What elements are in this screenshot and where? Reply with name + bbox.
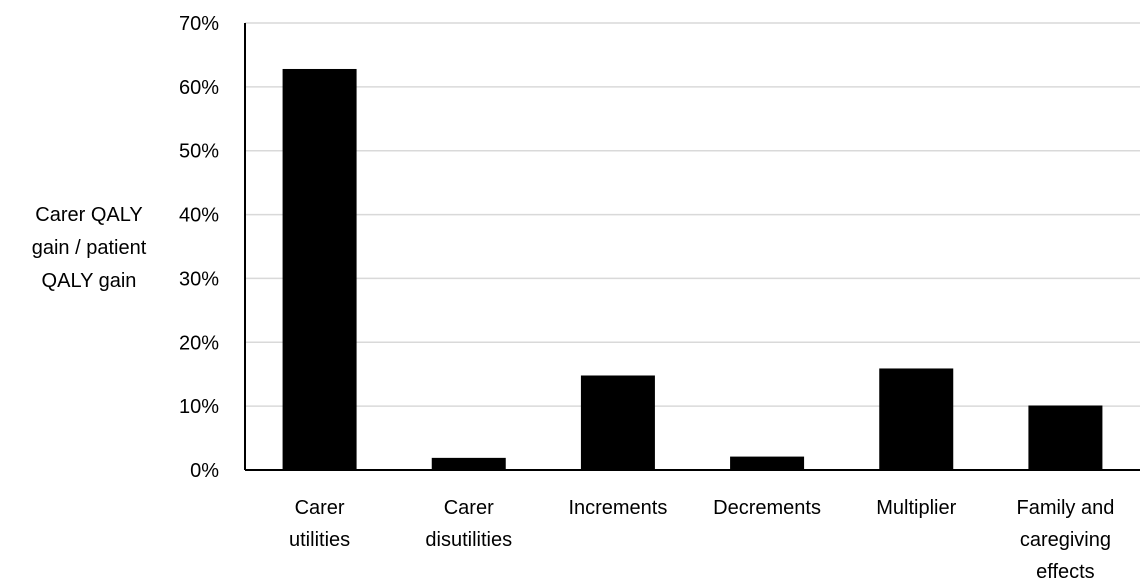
x-tick-label: Multiplier (876, 497, 956, 519)
x-tick-label: effects (1036, 561, 1095, 583)
x-tick-label: Carer (444, 497, 494, 519)
bar-1 (431, 457, 506, 470)
axes (244, 23, 1140, 471)
bar-2 (580, 375, 655, 470)
y-axis-title-line-3: QALY gain (42, 270, 137, 292)
y-axis-title-line-1: Carer QALY (35, 204, 142, 226)
y-tick-label: 30% (179, 268, 219, 290)
y-axis-ticks: 0% 10% 20% 30% 40% 50% 60% 70% (179, 13, 219, 482)
y-tick-label: 20% (179, 332, 219, 354)
x-axis-ticks: Carer utilities Carer disutilities Increment… (289, 497, 1114, 583)
bar-0 (282, 68, 357, 470)
x-tick-label: Decrements (713, 497, 821, 519)
y-axis-title-line-2: gain / patient (32, 237, 147, 259)
y-tick-label: 40% (179, 205, 219, 227)
x-tick-label: caregiving (1020, 529, 1111, 551)
x-tick-label: Carer (295, 497, 345, 519)
bar-5 (1028, 405, 1103, 470)
x-tick-label: utilities (289, 529, 350, 551)
y-tick-label: 0% (190, 460, 219, 482)
y-axis-title: Carer QALY gain / patient QALY gain (32, 204, 147, 292)
x-tick-label: Increments (568, 497, 667, 519)
x-tick-label: disutilities (425, 529, 512, 551)
y-tick-label: 70% (179, 13, 219, 35)
gridlines (245, 22, 1140, 407)
x-tick-label: Family and (1017, 497, 1115, 519)
bar-3 (730, 456, 805, 470)
y-tick-label: 50% (179, 141, 219, 163)
y-tick-label: 10% (179, 396, 219, 418)
bar-4 (879, 368, 954, 470)
bars (282, 68, 1103, 470)
y-tick-label: 60% (179, 77, 219, 99)
